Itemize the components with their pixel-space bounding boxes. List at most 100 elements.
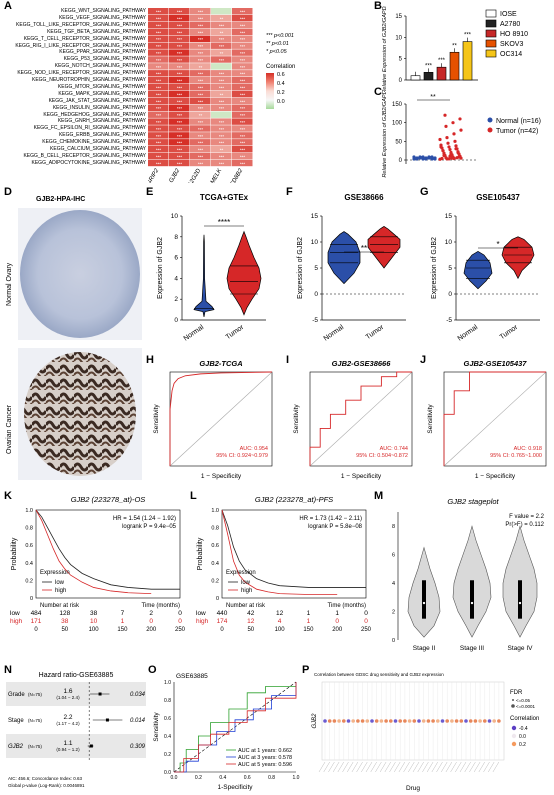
- legend-dot: [487, 117, 493, 123]
- heatmap-cell: [148, 132, 169, 139]
- heatmap-col-label: GJB2: [169, 167, 182, 183]
- heatmap-cell: [169, 28, 190, 36]
- heatmap-row-label: KEGG_CHEMOKINE_SIGNALING_PATHWAY: [42, 139, 146, 146]
- tick-label: 10: [395, 35, 402, 41]
- risk-high: 10: [90, 618, 98, 625]
- heatmap-star: ***: [156, 155, 162, 160]
- heatmap-star: ***: [240, 51, 246, 56]
- drug-point: [468, 719, 473, 723]
- heatmap-cell: [190, 125, 211, 132]
- normal-point: [418, 156, 422, 160]
- heatmap-cell: [169, 90, 190, 98]
- drug-point: [398, 719, 402, 723]
- x-tick-label: 0.4: [219, 775, 226, 781]
- km-os: GJB2 (223278_at)-OS HR = 1.54 (1.24 − 1.9…: [10, 495, 186, 633]
- heatmap-star: ***: [156, 113, 162, 118]
- heatmap-star: ***: [177, 72, 183, 77]
- row-hr: 1.6: [63, 688, 72, 695]
- panel-label-j: J: [420, 354, 427, 366]
- heatmap-star: ***: [240, 155, 246, 160]
- drug-point: [337, 719, 341, 723]
- heatmap-star: ***: [177, 148, 183, 153]
- heatmap-cell: [169, 63, 190, 70]
- heatmap-star: ***: [177, 79, 183, 84]
- row-n: (N=75): [28, 692, 42, 697]
- heatmap-cell: [148, 111, 169, 118]
- heatmap-row-label: KEGG_NEUROTROPHIN_SIGNALING_PATHWAY: [31, 77, 146, 83]
- heatmap-cell: [190, 28, 211, 36]
- tick-label: 0.6: [211, 543, 219, 549]
- heatmap-star: ***: [177, 23, 183, 28]
- heatmap-star: ***: [177, 86, 183, 91]
- heatmap-col-label: GRIP2: [148, 167, 161, 183]
- heatmap-star: ***: [240, 141, 246, 146]
- drug-point: [370, 719, 374, 723]
- km-low: [35, 509, 180, 590]
- heatmap-cell: [190, 77, 211, 84]
- plot-frame: [221, 509, 367, 599]
- tumor-point: [459, 128, 463, 132]
- tick-label: 0: [399, 78, 403, 84]
- drug-tick: [361, 761, 368, 773]
- heatmap-cell: [232, 111, 253, 118]
- heatmap-star: ***: [240, 106, 246, 111]
- heatmap-cell: [190, 83, 211, 91]
- ci-label: 95% CI: 0.504~0.872: [356, 453, 408, 459]
- x-tick-label: Normal: [323, 324, 346, 343]
- ci-label: 95% CI: 0.765~1.000: [490, 453, 542, 459]
- y-tick-label: 0.2: [164, 752, 171, 758]
- bar-sig: ***: [464, 33, 472, 39]
- heatmap-col-label: PLA2G2D: [184, 167, 203, 183]
- heatmap-star: ***: [219, 44, 225, 49]
- heatmap-cell: [232, 21, 253, 29]
- heatmap-cell: [148, 90, 169, 98]
- drug-point: [473, 719, 478, 723]
- risk-low: 12: [276, 610, 284, 617]
- heatmap-star: ***: [198, 134, 204, 139]
- panel-label-a: A: [4, 0, 12, 12]
- tick-label: 0.8: [25, 526, 33, 532]
- tick-label: 0: [399, 158, 403, 164]
- drug-point: [454, 719, 459, 723]
- drug-point: [360, 719, 365, 723]
- ovarian-cancer-image: [24, 352, 136, 476]
- tumor-point: [458, 117, 462, 121]
- heatmap-star: ***: [219, 134, 225, 139]
- cb-tick: 0.2: [277, 90, 285, 96]
- heatmap-star: ***: [177, 92, 183, 97]
- drug-tick: [478, 761, 485, 773]
- plot-title: GSE105437: [476, 193, 520, 202]
- drug-tick: [337, 761, 344, 773]
- drug-point: [323, 719, 327, 723]
- row-p: 0.034: [130, 692, 146, 698]
- heatmap-row-label: KEGG_PPAR_SIGNALING_PATHWAY: [59, 49, 146, 56]
- drug-point: [403, 719, 407, 723]
- drug-point: [417, 719, 421, 723]
- heatmap-cell: [232, 139, 253, 146]
- heatmap-star: ***: [177, 44, 183, 49]
- drug-point: [483, 719, 487, 723]
- heatmap-cell: [232, 28, 253, 36]
- tumor-point: [445, 136, 449, 140]
- tick-label: 0: [216, 596, 219, 602]
- heatmap-star: ***: [219, 79, 225, 84]
- heatmap-star: ***: [177, 127, 183, 132]
- heatmap-star: ***: [156, 30, 162, 35]
- heatmap-star: ***: [156, 106, 162, 111]
- drug-tick: [492, 761, 500, 773]
- x-axis-label: 1 − Specificity: [341, 473, 382, 480]
- heatmap-star: ***: [219, 141, 225, 146]
- plot-title: GSE63885: [176, 673, 208, 680]
- risk-high: 0: [178, 618, 182, 625]
- drug-point: [464, 719, 468, 723]
- roc-curve: [169, 371, 273, 466]
- sig-legend-3: * p<0.05: [266, 49, 287, 55]
- tick-label: 4: [174, 275, 178, 282]
- plot-title: TCGA+GTEx: [200, 193, 249, 202]
- drug-tick: [469, 761, 476, 773]
- panel-label-n: N: [4, 664, 12, 676]
- corr-tick: 0.2: [519, 742, 526, 748]
- heatmap-star: ***: [240, 161, 246, 166]
- heatmap-cell: [232, 118, 253, 125]
